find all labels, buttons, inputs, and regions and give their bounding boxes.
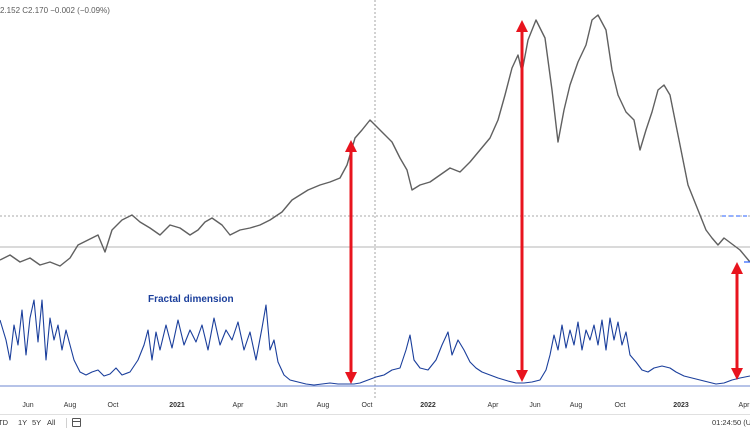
time-axis-year-label: 2023 xyxy=(673,402,689,409)
price-series-line xyxy=(0,14,750,267)
toolbar-divider xyxy=(66,418,67,428)
time-axis-label: Aug xyxy=(316,402,330,409)
time-axis-label: Jun xyxy=(529,402,541,409)
time-axis-year-label: 2022 xyxy=(420,402,436,409)
time-axis-label: Apr xyxy=(487,402,499,409)
indicator-label: Fractal dimension xyxy=(148,294,234,305)
time-axis-label: Jun xyxy=(276,402,288,409)
calendar-icon[interactable] xyxy=(72,418,81,427)
range-button-ytd[interactable]: YTD xyxy=(0,418,8,427)
range-toolbar: YTD 1Y 5Y All 01:24:50 (U xyxy=(0,414,750,430)
clock-readout: 01:24:50 (U xyxy=(712,418,750,427)
time-axis-label: Oct xyxy=(614,402,626,409)
time-axis-year-label: 2021 xyxy=(169,402,185,409)
time-axis-label: Jun xyxy=(22,402,34,409)
time-axis-label: Aug xyxy=(569,402,583,409)
time-axis-label: Apr xyxy=(738,402,750,409)
range-button-5y[interactable]: 5Y xyxy=(32,418,42,427)
time-axis-label: Oct xyxy=(107,402,119,409)
time-axis-label: Apr xyxy=(232,402,244,409)
range-button-all[interactable]: All xyxy=(47,418,56,427)
time-axis-label: Aug xyxy=(63,402,77,409)
range-button-1y[interactable]: 1Y xyxy=(18,418,28,427)
ohlc-readout: 2.152 C2.170 −0.002 (−0.09%) xyxy=(0,6,110,15)
time-axis-label: Oct xyxy=(361,402,373,409)
fractal-dimension-line xyxy=(0,299,750,386)
chart-canvas[interactable] xyxy=(0,0,750,414)
